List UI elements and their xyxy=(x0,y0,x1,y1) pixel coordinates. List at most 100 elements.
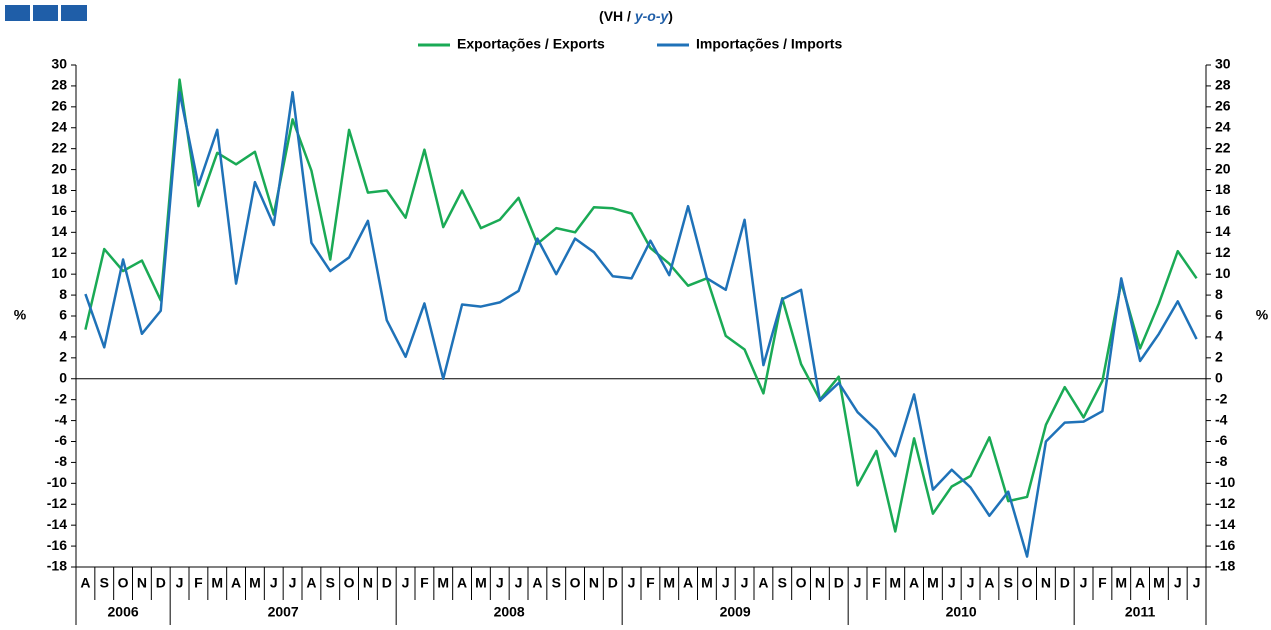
logo-block xyxy=(61,5,87,21)
x-tick-label: J xyxy=(1193,575,1201,591)
y2-tick-label: 8 xyxy=(1215,286,1223,302)
y2-tick-label: 2 xyxy=(1215,349,1223,365)
x-tick-label: M xyxy=(211,575,223,591)
x-tick-label: A xyxy=(683,575,693,591)
y2-tick-label: 0 xyxy=(1215,369,1223,385)
legend-label: Exportações / Exports xyxy=(457,36,605,52)
x-tick-label: F xyxy=(1098,575,1107,591)
x-tick-label: O xyxy=(344,575,355,591)
y-tick-label: 0 xyxy=(59,369,67,385)
x-tick-label: S xyxy=(552,575,561,591)
chart-title: (VH / y-o-y) xyxy=(599,8,673,24)
year-label: 2009 xyxy=(720,604,751,620)
y2-tick-label: 4 xyxy=(1215,328,1223,344)
x-tick-label: J xyxy=(270,575,278,591)
y2-tick-label: 16 xyxy=(1215,202,1231,218)
y-tick-label: 24 xyxy=(51,118,67,134)
year-label: 2010 xyxy=(946,604,977,620)
x-tick-label: S xyxy=(100,575,109,591)
x-tick-label: J xyxy=(741,575,749,591)
x-tick-label: J xyxy=(854,575,862,591)
y2-tick-label: -4 xyxy=(1215,411,1228,427)
y-tick-label: 10 xyxy=(51,265,67,281)
x-tick-label: J xyxy=(722,575,730,591)
x-tick-label: F xyxy=(194,575,203,591)
y-tick-label: 8 xyxy=(59,286,67,302)
x-tick-label: M xyxy=(475,575,487,591)
x-tick-label: M xyxy=(663,575,675,591)
x-tick-label: D xyxy=(382,575,392,591)
y2-tick-label: -18 xyxy=(1215,558,1235,574)
y-tick-label: 22 xyxy=(51,139,67,155)
y2-tick-label: 28 xyxy=(1215,77,1231,93)
y-tick-label: 4 xyxy=(59,328,67,344)
x-tick-label: M xyxy=(701,575,713,591)
y2-tick-label: 22 xyxy=(1215,139,1231,155)
y2-tick-label: -16 xyxy=(1215,537,1235,553)
x-tick-label: J xyxy=(402,575,410,591)
x-tick-label: N xyxy=(363,575,373,591)
title-part: ) xyxy=(668,8,673,24)
x-tick-label: J xyxy=(496,575,504,591)
x-tick-label: M xyxy=(1153,575,1165,591)
x-tick-label: A xyxy=(758,575,768,591)
y-tick-label: 26 xyxy=(51,98,67,114)
x-tick-label: S xyxy=(1004,575,1013,591)
y2-tick-label: 26 xyxy=(1215,98,1231,114)
x-tick-label: S xyxy=(326,575,335,591)
y-tick-label: -18 xyxy=(47,558,67,574)
x-tick-label: M xyxy=(249,575,261,591)
y-tick-label: 2 xyxy=(59,349,67,365)
y2-tick-label: 10 xyxy=(1215,265,1231,281)
y-tick-label: 20 xyxy=(51,160,67,176)
logo-block xyxy=(5,5,30,21)
x-tick-label: M xyxy=(1115,575,1127,591)
y-tick-label: -8 xyxy=(55,453,68,469)
y2-tick-label: -2 xyxy=(1215,390,1228,406)
x-tick-label: S xyxy=(778,575,787,591)
x-tick-label: A xyxy=(909,575,919,591)
y2-tick-label: 30 xyxy=(1215,56,1231,72)
y-tick-label: -6 xyxy=(55,432,68,448)
x-tick-label: J xyxy=(176,575,184,591)
x-tick-label: M xyxy=(927,575,939,591)
x-tick-label: D xyxy=(608,575,618,591)
y2-tick-label: -8 xyxy=(1215,453,1228,469)
y-tick-label: -12 xyxy=(47,495,67,511)
x-tick-label: A xyxy=(457,575,467,591)
x-tick-label: J xyxy=(967,575,975,591)
x-tick-label: A xyxy=(1135,575,1145,591)
x-tick-label: O xyxy=(1022,575,1033,591)
x-tick-label: O xyxy=(118,575,129,591)
x-tick-label: A xyxy=(984,575,994,591)
y2-tick-label: 24 xyxy=(1215,118,1231,134)
series-line xyxy=(84,78,1198,533)
x-tick-label: A xyxy=(532,575,542,591)
x-tick-label: A xyxy=(306,575,316,591)
x-tick-label: J xyxy=(1174,575,1182,591)
y-tick-label: 30 xyxy=(51,56,67,72)
x-tick-label: A xyxy=(231,575,241,591)
y-tick-label: -16 xyxy=(47,537,67,553)
year-label: 2007 xyxy=(268,604,299,620)
y-tick-label: 14 xyxy=(51,223,67,239)
y-tick-label: -14 xyxy=(47,516,67,532)
x-tick-label: J xyxy=(289,575,297,591)
y-tick-label: 16 xyxy=(51,202,67,218)
y2-tick-label: 14 xyxy=(1215,223,1231,239)
y2-tick-label: 18 xyxy=(1215,181,1231,197)
y2-tick-label: -12 xyxy=(1215,495,1235,511)
x-tick-label: J xyxy=(948,575,956,591)
y2-tick-label: -14 xyxy=(1215,516,1235,532)
series-line xyxy=(84,90,1198,558)
year-label: 2011 xyxy=(1125,604,1156,620)
y-tick-label: 28 xyxy=(51,77,67,93)
y-tick-label: -2 xyxy=(55,390,68,406)
title-part: (VH / xyxy=(599,8,635,24)
y-axis-label: % xyxy=(14,307,27,323)
x-tick-label: M xyxy=(889,575,901,591)
x-tick-label: F xyxy=(646,575,655,591)
y-tick-label: -10 xyxy=(47,474,67,490)
y2-tick-label: 12 xyxy=(1215,244,1231,260)
